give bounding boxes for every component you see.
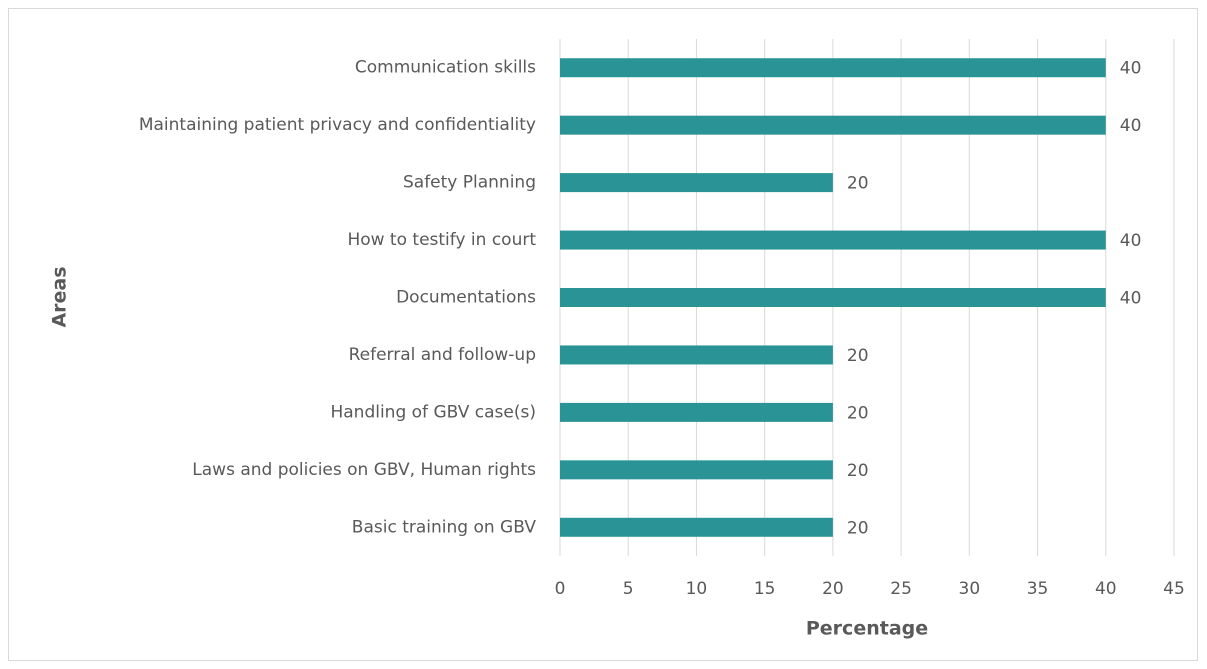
y-tick-label: Basic training on GBV xyxy=(352,517,537,537)
x-tick-label: 0 xyxy=(555,579,566,599)
y-tick-label: Laws and policies on GBV, Human rights xyxy=(192,460,536,480)
x-tick-label: 40 xyxy=(1095,579,1117,599)
y-tick-label: Maintaining patient privacy and confiden… xyxy=(139,115,536,135)
data-label: 20 xyxy=(847,461,869,481)
y-tick-label: Referral and follow-up xyxy=(349,345,536,365)
data-label: 40 xyxy=(1120,59,1142,79)
data-label: 20 xyxy=(847,346,869,366)
x-axis-title: Percentage xyxy=(806,618,928,640)
data-label: 40 xyxy=(1120,231,1142,251)
x-tick-label: 45 xyxy=(1163,579,1185,599)
bar xyxy=(560,460,833,480)
x-tick-label: 20 xyxy=(822,579,844,599)
x-tick-label: 5 xyxy=(623,579,634,599)
x-tick-label: 10 xyxy=(686,579,708,599)
y-axis-title: Areas xyxy=(49,266,71,327)
bar xyxy=(560,345,833,365)
bar xyxy=(560,230,1106,250)
data-label: 20 xyxy=(847,403,869,423)
y-tick-label: Handling of GBV case(s) xyxy=(330,402,536,422)
x-tick-label: 25 xyxy=(890,579,912,599)
y-tick-label: How to testify in court xyxy=(347,230,536,250)
data-label: 40 xyxy=(1120,116,1142,136)
bar xyxy=(560,517,833,537)
bar xyxy=(560,288,1106,307)
y-tick-label: Safety Planning xyxy=(403,173,536,193)
data-label: 20 xyxy=(847,174,869,194)
y-tick-label: Communication skills xyxy=(355,58,536,78)
bar xyxy=(560,58,1106,78)
data-label: 40 xyxy=(1120,289,1142,309)
chart-border xyxy=(8,8,1198,661)
data-label: 20 xyxy=(847,518,869,538)
x-tick-label: 15 xyxy=(754,579,776,599)
x-tick-label: 30 xyxy=(959,579,981,599)
y-tick-label: Documentations xyxy=(396,288,536,308)
bar xyxy=(560,402,833,422)
x-tick-label: 35 xyxy=(1027,579,1049,599)
bar xyxy=(560,115,1106,135)
bar xyxy=(560,173,833,193)
